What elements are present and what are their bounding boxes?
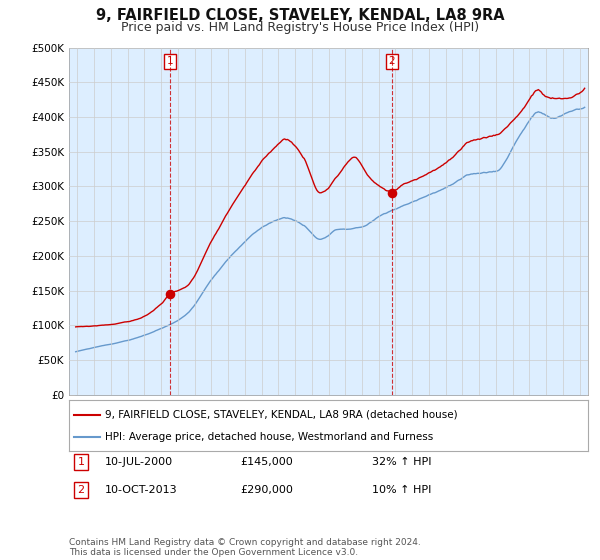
Text: 2: 2 (77, 485, 85, 495)
Text: HPI: Average price, detached house, Westmorland and Furness: HPI: Average price, detached house, West… (106, 432, 434, 442)
Text: 9, FAIRFIELD CLOSE, STAVELEY, KENDAL, LA8 9RA: 9, FAIRFIELD CLOSE, STAVELEY, KENDAL, LA… (95, 8, 505, 24)
Text: 2: 2 (389, 57, 395, 67)
Text: 9, FAIRFIELD CLOSE, STAVELEY, KENDAL, LA8 9RA (detached house): 9, FAIRFIELD CLOSE, STAVELEY, KENDAL, LA… (106, 409, 458, 419)
Text: 10% ↑ HPI: 10% ↑ HPI (372, 485, 431, 495)
Text: 10-OCT-2013: 10-OCT-2013 (105, 485, 178, 495)
Text: 1: 1 (167, 57, 173, 67)
Text: 1: 1 (77, 457, 85, 467)
Point (166, 290, 175, 298)
Text: Price paid vs. HM Land Registry's House Price Index (HPI): Price paid vs. HM Land Registry's House … (121, 21, 479, 34)
Text: 10-JUL-2000: 10-JUL-2000 (105, 457, 173, 467)
Point (387, 189, 397, 198)
Text: Contains HM Land Registry data © Crown copyright and database right 2024.
This d: Contains HM Land Registry data © Crown c… (69, 538, 421, 557)
Text: 32% ↑ HPI: 32% ↑ HPI (372, 457, 431, 467)
Text: £145,000: £145,000 (240, 457, 293, 467)
Text: £290,000: £290,000 (240, 485, 293, 495)
